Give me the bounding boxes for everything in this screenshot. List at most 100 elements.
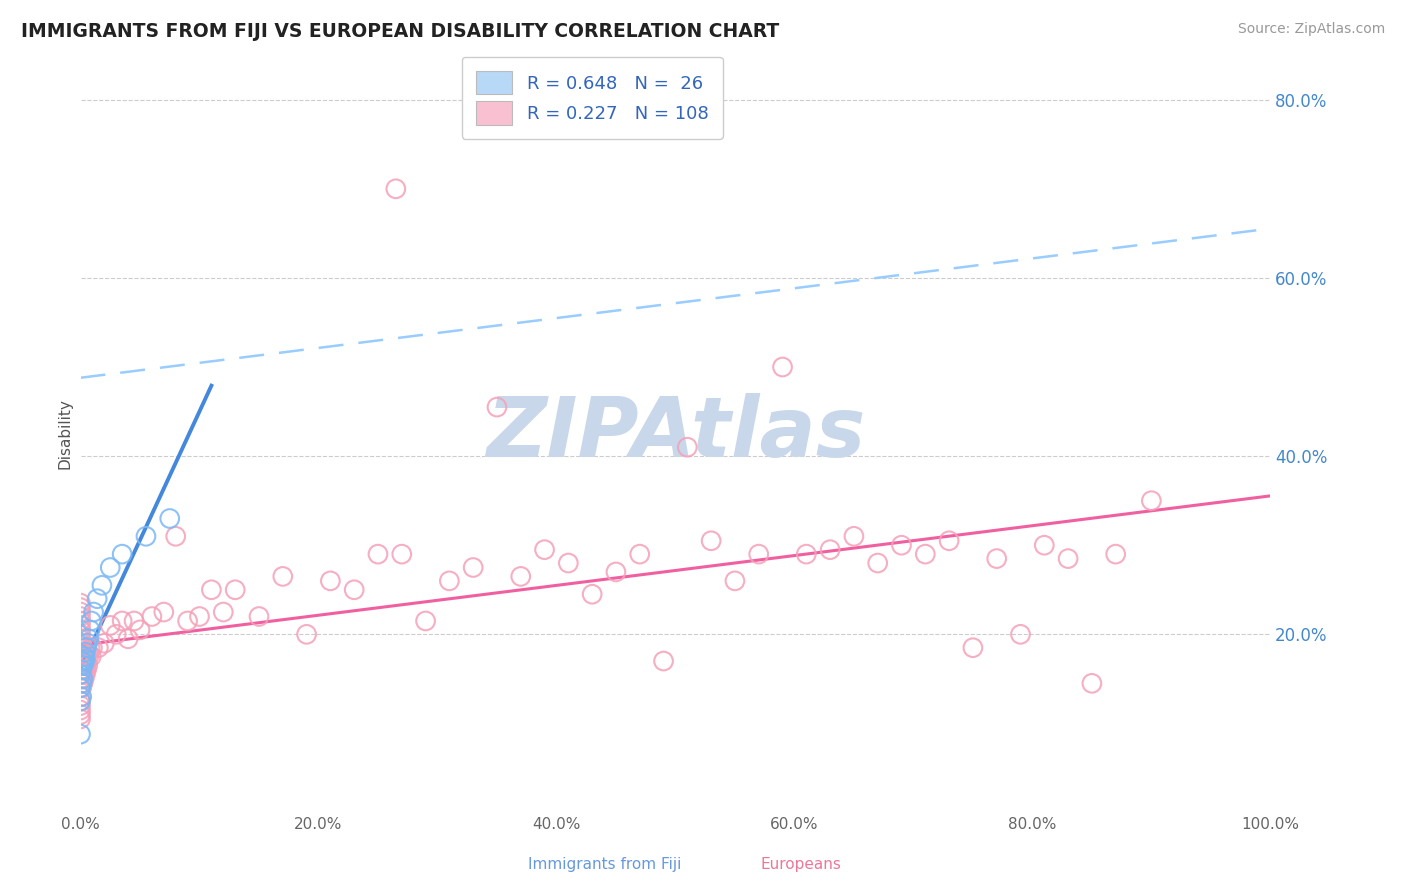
Point	[153, 605, 176, 619]
Point	[73, 654, 96, 668]
Point	[111, 547, 134, 561]
Point	[73, 663, 96, 677]
Point	[70, 672, 93, 686]
Point	[890, 538, 912, 552]
Point	[75, 649, 97, 664]
Point	[271, 569, 294, 583]
Point	[70, 690, 93, 704]
Point	[87, 640, 110, 655]
Point	[69, 698, 91, 713]
Point	[1033, 538, 1056, 552]
Point	[76, 636, 98, 650]
Point	[72, 676, 94, 690]
Point	[463, 560, 485, 574]
Point	[295, 627, 318, 641]
Point	[93, 636, 115, 650]
Point	[75, 649, 97, 664]
Point	[986, 551, 1008, 566]
Text: Immigrants from Fiji: Immigrants from Fiji	[527, 857, 682, 872]
Point	[76, 658, 98, 673]
Point	[69, 605, 91, 619]
Point	[367, 547, 389, 561]
Point	[1010, 627, 1032, 641]
Point	[69, 703, 91, 717]
Point	[80, 614, 103, 628]
Point	[70, 663, 93, 677]
Point	[90, 578, 112, 592]
Point	[69, 694, 91, 708]
Point	[70, 676, 93, 690]
Point	[439, 574, 461, 588]
Point	[80, 649, 103, 664]
Point	[83, 605, 105, 619]
Point	[700, 533, 723, 548]
Point	[1140, 493, 1163, 508]
Point	[98, 560, 121, 574]
Point	[748, 547, 770, 561]
Point	[70, 663, 93, 677]
Point	[72, 658, 94, 673]
Point	[842, 529, 865, 543]
Point	[188, 609, 211, 624]
Point	[70, 658, 93, 673]
Point	[73, 649, 96, 664]
Point	[557, 556, 579, 570]
Point	[69, 596, 91, 610]
Point	[385, 182, 408, 196]
Point	[176, 614, 198, 628]
Point	[69, 632, 91, 646]
Point	[69, 681, 91, 695]
Point	[77, 649, 100, 664]
Point	[75, 658, 97, 673]
Point	[676, 440, 699, 454]
Point	[69, 667, 91, 681]
Point	[818, 542, 841, 557]
Point	[69, 690, 91, 704]
Point	[79, 640, 101, 655]
Point	[391, 547, 413, 561]
Point	[111, 614, 134, 628]
Text: Europeans: Europeans	[761, 857, 842, 872]
Point	[82, 640, 104, 655]
Point	[72, 667, 94, 681]
Point	[69, 712, 91, 726]
Point	[69, 636, 91, 650]
Point	[75, 654, 97, 668]
Point	[224, 582, 246, 597]
Point	[69, 707, 91, 722]
Point	[72, 658, 94, 673]
Text: ZIPAtlas: ZIPAtlas	[485, 393, 865, 475]
Point	[70, 681, 93, 695]
Point	[533, 542, 555, 557]
Point	[77, 632, 100, 646]
Point	[98, 618, 121, 632]
Point	[343, 582, 366, 597]
Point	[866, 556, 889, 570]
Point	[73, 672, 96, 686]
Point	[69, 681, 91, 695]
Point	[581, 587, 603, 601]
Point	[319, 574, 342, 588]
Point	[1057, 551, 1080, 566]
Point	[724, 574, 747, 588]
Point	[69, 663, 91, 677]
Point	[72, 649, 94, 664]
Point	[69, 654, 91, 668]
Point	[70, 649, 93, 664]
Point	[69, 623, 91, 637]
Point	[117, 632, 139, 646]
Point	[122, 614, 145, 628]
Point	[72, 672, 94, 686]
Point	[73, 656, 96, 670]
Point	[70, 667, 93, 681]
Point	[159, 511, 181, 525]
Point	[129, 623, 152, 637]
Point	[70, 676, 93, 690]
Point	[69, 658, 91, 673]
Point	[415, 614, 437, 628]
Point	[135, 529, 157, 543]
Point	[79, 623, 101, 637]
Point	[75, 663, 97, 677]
Point	[70, 654, 93, 668]
Point	[914, 547, 936, 561]
